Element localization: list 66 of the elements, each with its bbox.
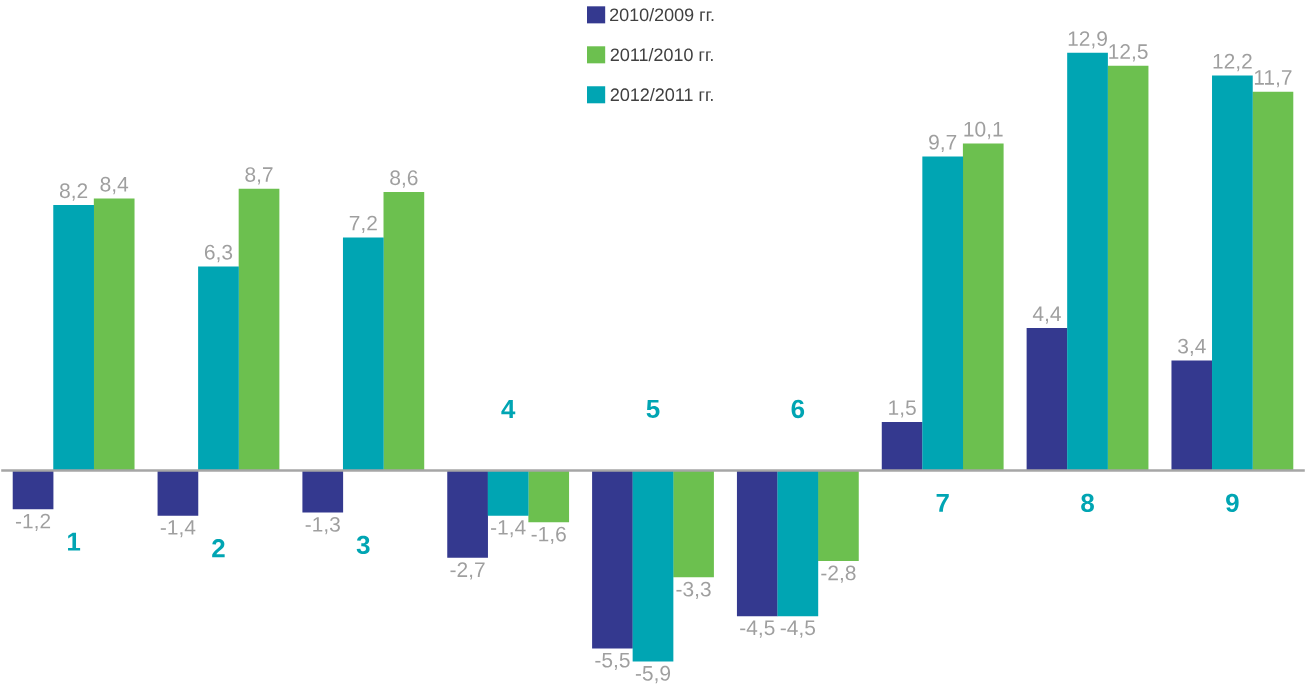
data-label: -1,6 [531, 526, 566, 544]
data-label: -4,5 [780, 620, 816, 638]
x-tick-label: 5 [646, 399, 660, 418]
bar [53, 204, 94, 471]
bar [93, 198, 135, 471]
data-label: 9,7 [929, 134, 957, 152]
data-label: -4,5 [740, 620, 775, 638]
bar [632, 470, 674, 662]
data-label: 12,9 [1068, 31, 1107, 49]
data-label: -3,3 [676, 581, 711, 599]
bar [777, 470, 819, 617]
bar [881, 421, 923, 471]
x-tick-label: 7 [936, 493, 949, 512]
bar [673, 470, 714, 578]
x-tick-label: 9 [1226, 493, 1239, 512]
bar [1067, 52, 1108, 471]
bar [447, 470, 488, 558]
data-label: -1,4 [491, 520, 526, 538]
x-tick-label: 1 [68, 532, 81, 551]
bar [1212, 75, 1253, 471]
data-label: -1,4 [160, 520, 196, 538]
bar [383, 191, 425, 471]
data-label: -1,2 [15, 513, 51, 531]
bar [487, 470, 529, 516]
data-label: -2,8 [821, 565, 856, 583]
bar [962, 143, 1004, 471]
x-tick-label: 6 [791, 399, 805, 419]
bar [818, 470, 859, 562]
x-tick-label: 3 [356, 535, 370, 555]
bar [302, 470, 344, 513]
bar [238, 188, 280, 471]
bar [1171, 360, 1213, 471]
data-label: 3,4 [1178, 338, 1206, 356]
bar [198, 266, 239, 471]
data-label: 1,5 [889, 400, 916, 418]
data-label: 6,3 [204, 244, 233, 263]
bar [342, 237, 384, 471]
data-label: 11,7 [1254, 70, 1292, 88]
data-label: -1,3 [305, 516, 340, 535]
bar [736, 470, 778, 617]
data-label: 7,2 [349, 215, 377, 233]
data-label: 8,4 [100, 176, 129, 195]
bar [1252, 91, 1294, 471]
bar [157, 470, 199, 516]
legend-label: 2012/2011 гг. [610, 87, 713, 102]
legend-label: 2010/2009 гг. [610, 7, 714, 22]
bar [1107, 65, 1149, 471]
data-label: -5,5 [595, 652, 630, 670]
x-tick-label: 4 [501, 399, 516, 418]
data-label: 12,5 [1109, 44, 1148, 62]
x-tick-label: 8 [1081, 493, 1094, 512]
data-label: 8,2 [59, 183, 88, 201]
data-label: 12,2 [1213, 53, 1252, 72]
data-label: 8,6 [390, 170, 418, 188]
data-label: 4,4 [1032, 306, 1061, 324]
bar [1026, 327, 1068, 471]
bar [592, 470, 633, 649]
data-label: 8,7 [245, 167, 273, 185]
data-label: -2,7 [450, 562, 485, 580]
bar [922, 156, 964, 471]
legend-label: 2011/2010 гг. [610, 47, 713, 62]
bar [528, 470, 570, 523]
data-label: 10,1 [964, 121, 1003, 140]
data-label: -5,9 [635, 665, 671, 684]
bar [12, 470, 54, 510]
x-tick-label: 2 [212, 539, 225, 558]
